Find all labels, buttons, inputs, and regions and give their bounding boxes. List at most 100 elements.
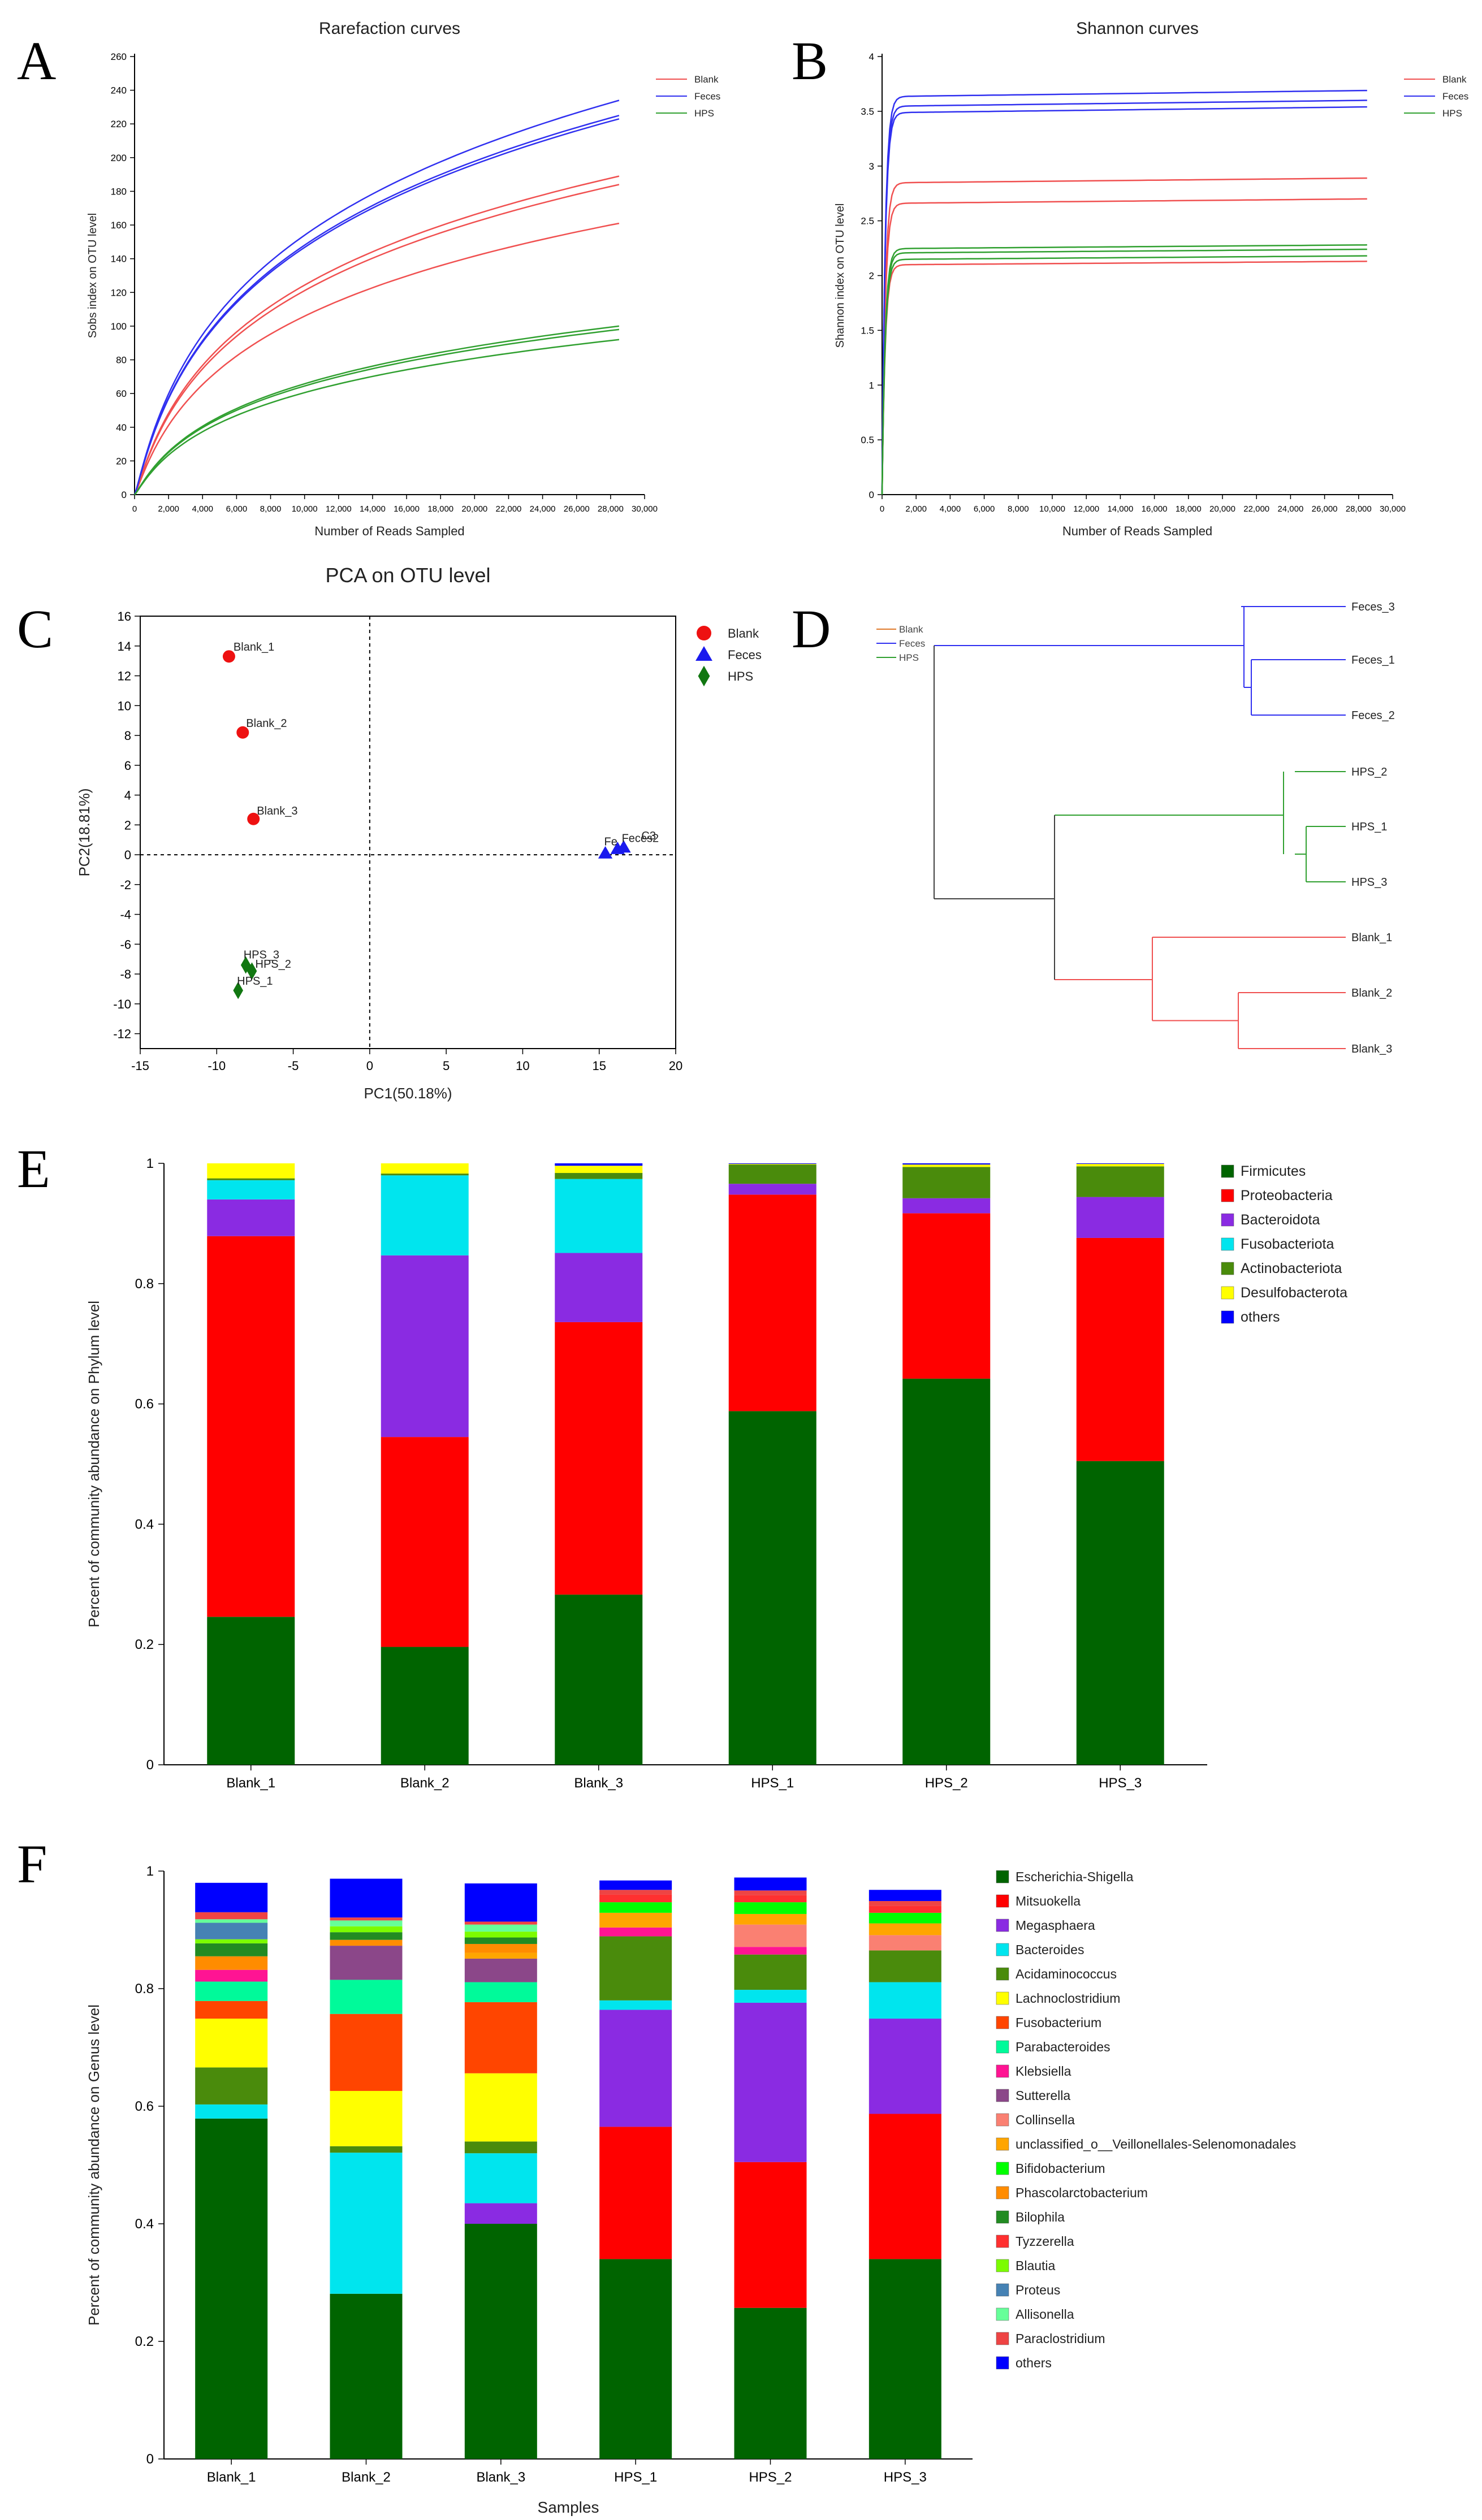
- y-tick-label: 2: [869, 271, 874, 282]
- legend-label: HPS: [728, 669, 753, 683]
- y-tick-label: 40: [116, 422, 127, 433]
- x-tick-label: 14,000: [360, 504, 386, 514]
- leaf-label: HPS_2: [1351, 766, 1387, 778]
- bar-segment-bacteroides: [734, 1990, 807, 2003]
- bar-segment-bacteroidota: [728, 1184, 816, 1195]
- bar-segment-bilophila: [195, 1943, 268, 1956]
- legend-label: Megasphaera: [1016, 1918, 1095, 1933]
- y-tick-label: 6: [124, 759, 131, 773]
- x-axis-label: PC1(50.18%): [364, 1085, 452, 1102]
- legend-swatch: [996, 2162, 1009, 2175]
- legend-label: Allisonella: [1016, 2307, 1074, 2322]
- y-tick-label: 20: [116, 456, 127, 466]
- bar-segment-escherichia-shigella: [869, 2259, 941, 2459]
- point-feces-3: [610, 841, 625, 854]
- legend-label: Parabacteroides: [1016, 2040, 1111, 2054]
- curve-hps: [881, 248, 1367, 495]
- bar-segment-paraclostridium: [869, 1901, 941, 1906]
- y-tick-label: 0: [146, 1757, 154, 1773]
- y-tick-label: 3.5: [861, 106, 874, 117]
- legend-label: Proteus: [1016, 2283, 1060, 2297]
- x-tick-label: HPS_3: [1099, 1776, 1142, 1791]
- chart-title: PCA on OTU level: [325, 564, 490, 587]
- bar-segment-desulfobacterota: [1076, 1164, 1164, 1167]
- bar-segment-megasphaera: [869, 2019, 941, 2114]
- bar-segment-actinobacteriota: [902, 1167, 991, 1198]
- bar-segment-others: [599, 1880, 672, 1890]
- bar-segment-acidaminococcus: [464, 2141, 537, 2154]
- bar-segment-blautia: [195, 1939, 268, 1943]
- x-tick-label: HPS_2: [749, 2470, 792, 2485]
- plot-frame: [140, 616, 676, 1049]
- bar-segment-acidaminococcus: [734, 1954, 807, 1990]
- leaf-label: Feces_3: [1351, 601, 1395, 613]
- leaf-label: HPS_3: [1351, 876, 1387, 889]
- curve-hps: [134, 328, 620, 495]
- legend-swatch: [996, 2356, 1009, 2370]
- bar-segment-allisonella: [195, 1919, 268, 1923]
- curve-hps: [881, 244, 1367, 495]
- x-tick-label: Blank_3: [574, 1776, 623, 1791]
- x-tick-label: 2,000: [905, 504, 927, 514]
- chart-title: Shannon curves: [1076, 19, 1199, 38]
- bar-segment-firmicutes: [207, 1617, 295, 1765]
- bar-segment-actinobacteriota: [1076, 1166, 1164, 1197]
- point-feces-1: [598, 846, 613, 859]
- x-tick-label: HPS_1: [614, 2470, 657, 2485]
- curve-blank: [881, 261, 1367, 495]
- bar-segment-bifidobacterium: [869, 1912, 941, 1924]
- legend-label: Bacteroides: [1016, 1942, 1084, 1957]
- curve-blank: [133, 175, 620, 495]
- x-tick-label: 16,000: [1142, 504, 1168, 514]
- bar-segment-fusobacterium: [464, 2002, 537, 2073]
- chart-title: Rarefaction curves: [319, 19, 460, 38]
- panel-letter-a: A: [17, 31, 57, 91]
- curve-feces: [881, 89, 1367, 495]
- bar-segment-bacteroides: [599, 2000, 672, 2010]
- bar-segment-others: [902, 1163, 991, 1165]
- legend-swatch: [996, 1894, 1009, 1908]
- x-tick-label: 18,000: [1176, 504, 1202, 514]
- point-hps-2: [247, 962, 257, 980]
- y-tick-label: 8: [124, 729, 131, 743]
- y-tick-label: 0: [146, 2452, 154, 2467]
- x-tick-label: 30,000: [1380, 504, 1406, 514]
- y-tick-label: 0.2: [135, 2334, 154, 2349]
- bar-segment-mitsuokella: [734, 2162, 807, 2308]
- panel-letter-c: C: [17, 599, 54, 659]
- x-tick-label: 26,000: [564, 504, 590, 514]
- y-tick-label: 0: [869, 490, 874, 500]
- bar-segment-unclassified-o-veillonellales-selenomonadales: [869, 1923, 941, 1936]
- legend-swatch: [1221, 1213, 1234, 1227]
- bar-segment-fusobacteriota: [207, 1180, 295, 1200]
- point-blank-2: [222, 650, 235, 663]
- x-tick-label: Blank_1: [207, 2470, 256, 2485]
- bar-segment-unclassified-o-veillonellales-selenomonadales: [599, 1912, 672, 1928]
- point-label: C3: [641, 830, 656, 842]
- legend-label: HPS: [899, 652, 919, 663]
- bar-segment-paraclostridium: [330, 1917, 403, 1921]
- bar-segment-klebsiella: [195, 1969, 268, 1982]
- legend-swatch: [996, 2186, 1009, 2199]
- y-tick-label: 260: [111, 51, 127, 62]
- curve-feces: [133, 99, 620, 495]
- y-tick-label: 200: [111, 153, 127, 163]
- x-tick-label: 4,000: [940, 504, 961, 514]
- legend-swatch: [996, 2137, 1009, 2151]
- point-label: Feces2: [622, 833, 659, 845]
- y-tick-label: -6: [120, 937, 131, 951]
- bar-segment-desulfobacterota: [207, 1163, 295, 1179]
- y-tick-label: 1.5: [861, 325, 874, 336]
- bar-segment-fusobacterium: [195, 2001, 268, 2019]
- bar-segment-firmicutes: [902, 1378, 991, 1765]
- bar-segment-blautia: [330, 1926, 403, 1933]
- chart-e: 0 0.2 0.4 0.6 0.8 1 Percent of community abund…: [85, 1156, 1347, 1791]
- legend-swatch: [996, 2210, 1009, 2224]
- x-tick-label: 15: [592, 1059, 606, 1073]
- bar-segment-acidaminococcus: [195, 2067, 268, 2105]
- bar-segment-lachnoclostridium: [195, 2019, 268, 2068]
- chart-c: PCA on OTU level-15 -10 -5 0 5 10 15 20-12-10-8…: [76, 564, 762, 1102]
- curve-blank: [133, 184, 620, 495]
- curve-feces: [881, 99, 1367, 495]
